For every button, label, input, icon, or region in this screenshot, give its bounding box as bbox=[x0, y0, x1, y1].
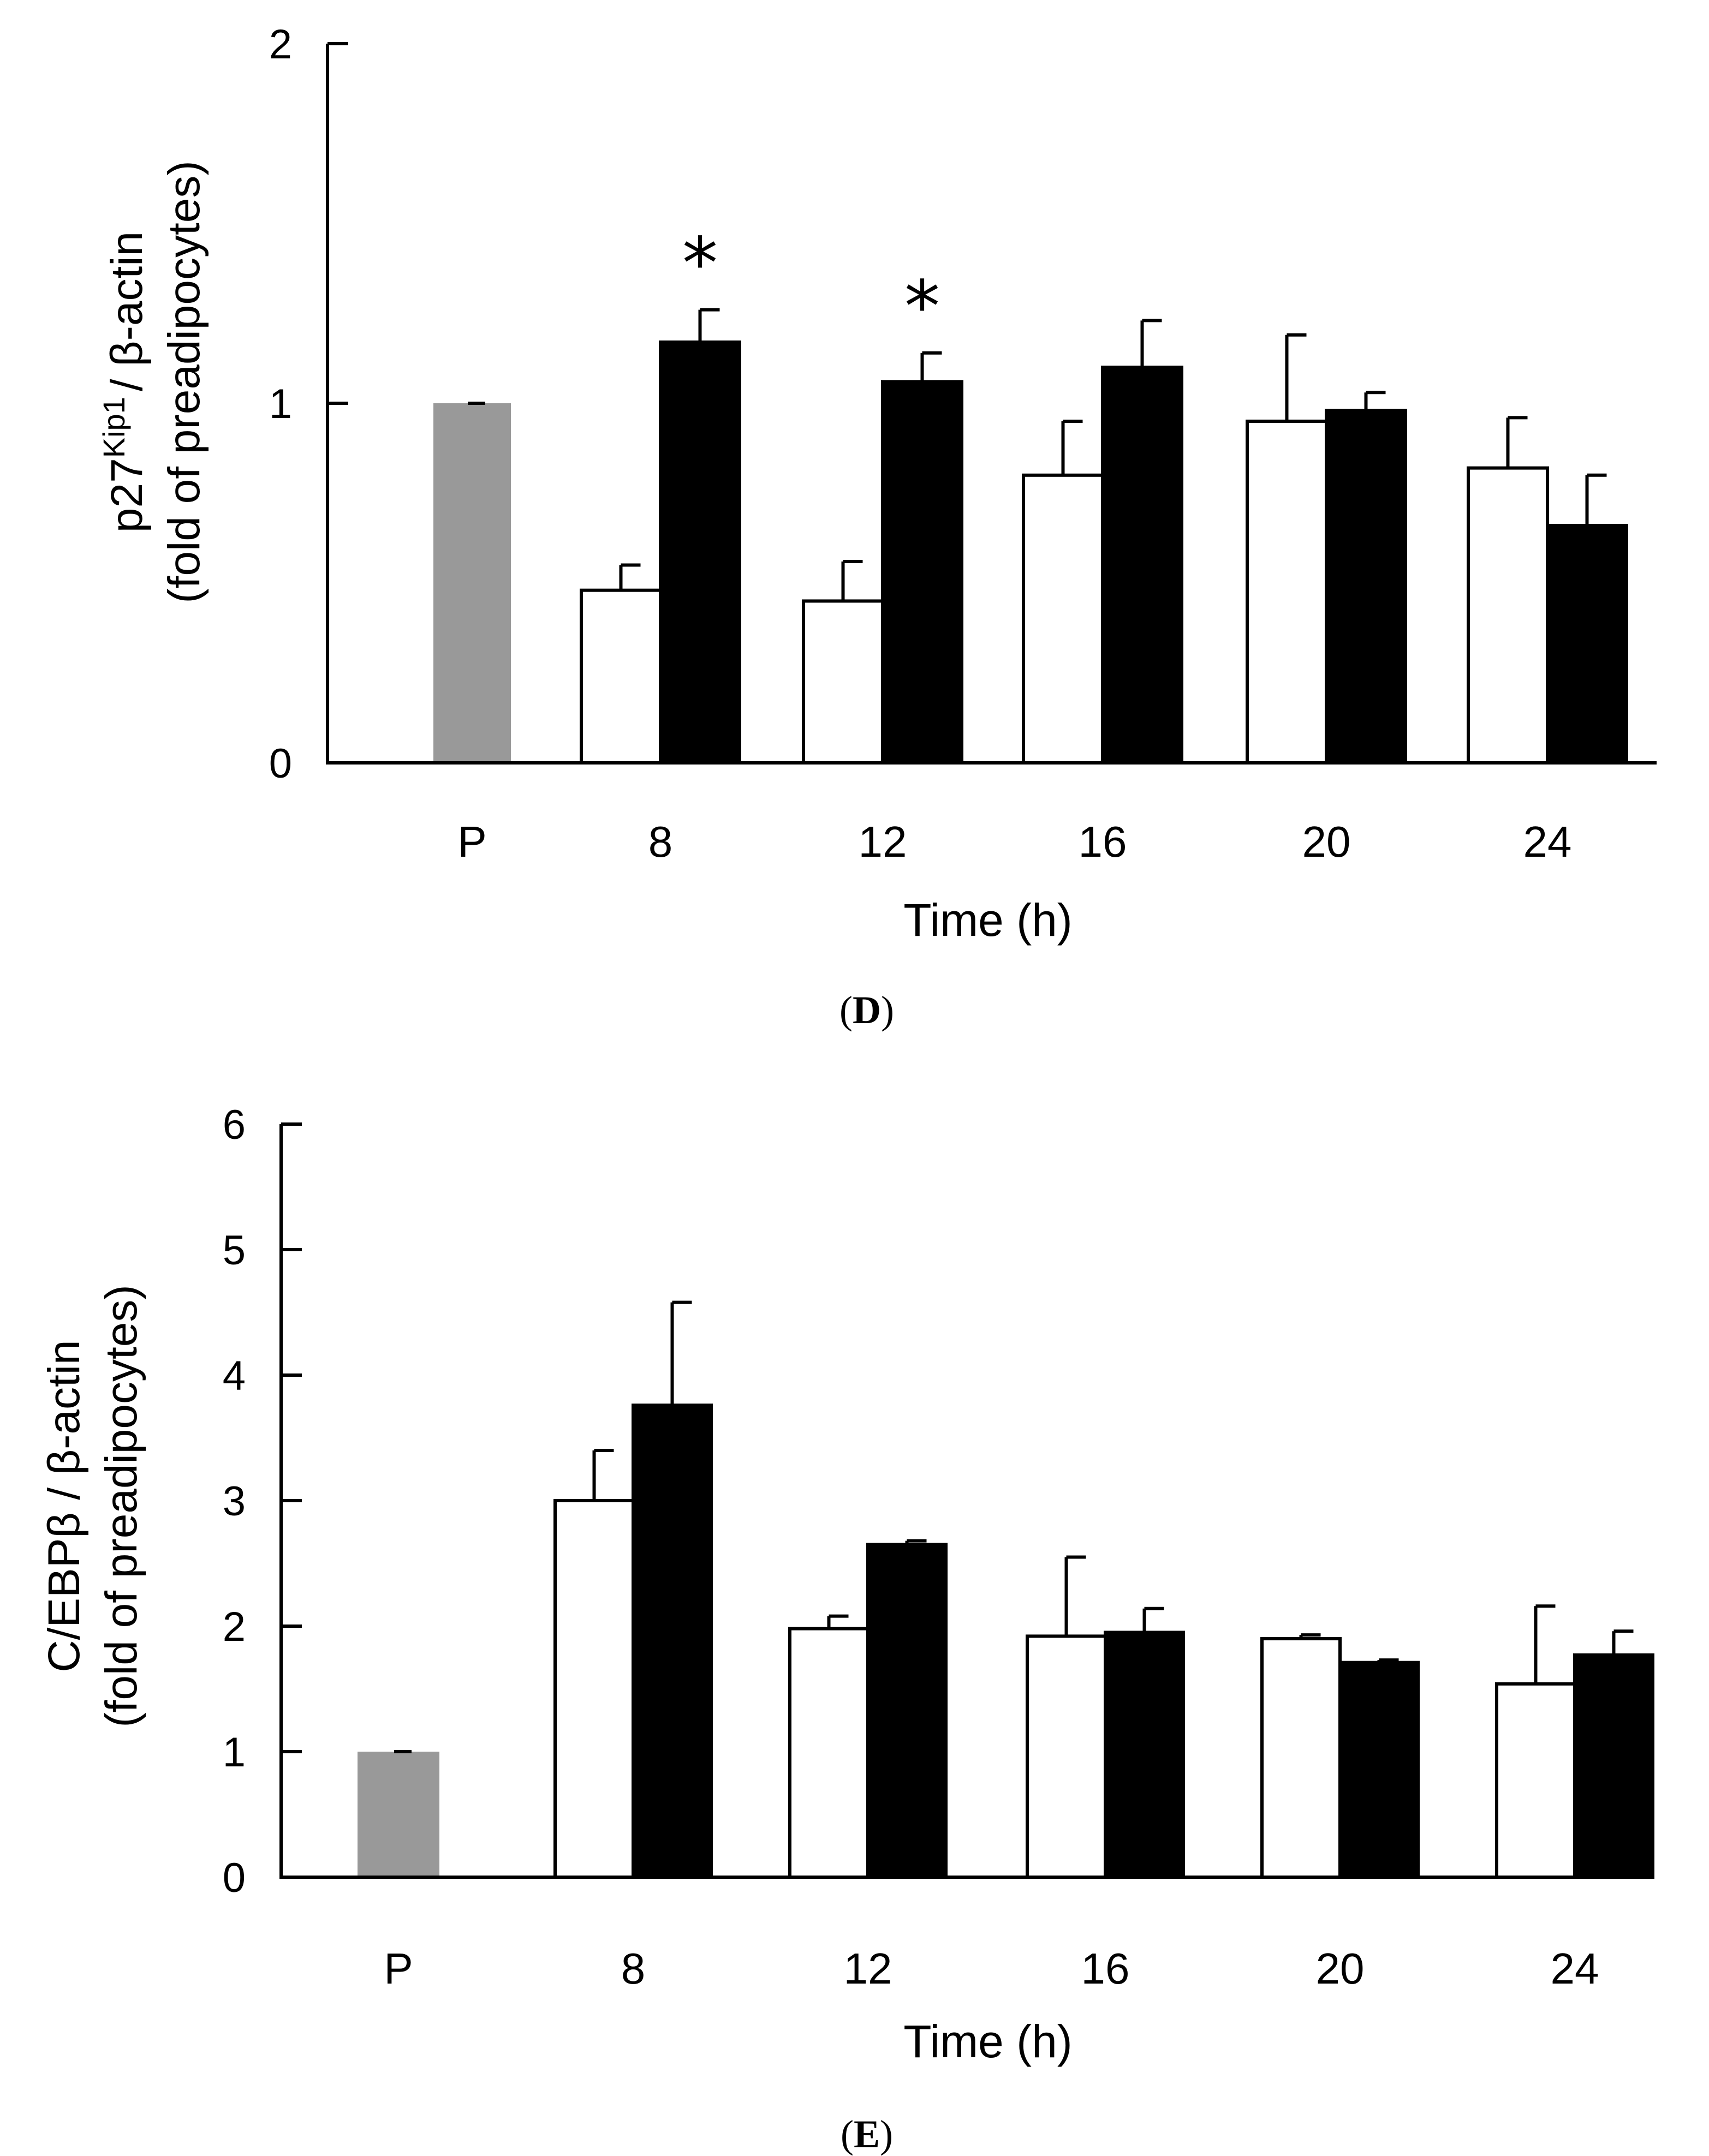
y-tick-label: 0 bbox=[223, 1855, 246, 1901]
error-bar bbox=[1506, 416, 1528, 468]
bar-open bbox=[553, 1499, 635, 1879]
bar-preadipocyte bbox=[433, 403, 511, 763]
bar-filled bbox=[1338, 1661, 1420, 1879]
bar-filled bbox=[659, 340, 741, 765]
bar-open bbox=[788, 1627, 870, 1879]
error-bar bbox=[1061, 419, 1083, 475]
error-bar bbox=[920, 351, 942, 382]
bar-open bbox=[580, 588, 662, 765]
bar-filled bbox=[881, 380, 963, 765]
axes-lines bbox=[326, 44, 1657, 765]
error-bar bbox=[1299, 1633, 1321, 1639]
bar-open bbox=[1022, 473, 1104, 765]
error-bar bbox=[1585, 473, 1607, 526]
error-bar bbox=[1142, 1606, 1164, 1633]
y-tick-label: 1 bbox=[269, 381, 292, 427]
x-tick-label: 20 bbox=[1302, 817, 1351, 866]
error-bar bbox=[698, 308, 720, 342]
y-tick-label: 6 bbox=[223, 1102, 246, 1148]
bar-open bbox=[1495, 1682, 1576, 1879]
error-bar bbox=[841, 559, 863, 601]
error-bar bbox=[1364, 391, 1386, 411]
bar-filled bbox=[1101, 366, 1183, 765]
y-ticks: 0 1 2 3 4 5 6 bbox=[223, 1102, 302, 1901]
bar-filled bbox=[1546, 524, 1628, 765]
y-tick-label: 2 bbox=[269, 21, 292, 68]
error-bar bbox=[1285, 333, 1307, 421]
error-bar bbox=[905, 1539, 927, 1545]
x-tick-label: 12 bbox=[859, 817, 907, 866]
error-bar bbox=[592, 1449, 614, 1501]
error-bar bbox=[1377, 1658, 1399, 1663]
x-tick-label: P bbox=[457, 817, 486, 866]
error-bars bbox=[468, 308, 1607, 601]
bar-filled bbox=[1573, 1653, 1654, 1879]
y-axis-title-line2: (fold of preadipocytes) bbox=[159, 160, 209, 603]
x-tick-label: 8 bbox=[621, 1944, 646, 1993]
y-axis-title-line2: (fold of preadipocytes) bbox=[97, 1285, 146, 1727]
bar-open bbox=[1026, 1634, 1107, 1879]
chart-panel-e: C/EBPβ / β-actin (fold of preadipocytes)… bbox=[39, 1102, 1654, 2156]
y-tick-label: 5 bbox=[223, 1227, 246, 1274]
y-tick-label: 3 bbox=[223, 1478, 246, 1525]
error-bar bbox=[1534, 1604, 1556, 1684]
y-ticks: 0 1 2 bbox=[269, 21, 348, 787]
panel-label-d: (D) bbox=[839, 988, 894, 1032]
bar-filled bbox=[1325, 409, 1407, 765]
x-tick-label: 24 bbox=[1523, 817, 1572, 866]
bar-filled bbox=[866, 1543, 948, 1879]
y-tick-label: 1 bbox=[223, 1729, 246, 1776]
y-axis-title-line1: C/EBPβ / β-actin bbox=[39, 1340, 89, 1672]
error-bar bbox=[1064, 1555, 1086, 1637]
bars bbox=[433, 340, 1628, 765]
x-tick-labels: P 8 12 16 20 24 bbox=[384, 1944, 1599, 1993]
error-bar bbox=[827, 1614, 849, 1629]
significance-markers: ** bbox=[682, 222, 940, 348]
bar-open bbox=[802, 599, 884, 765]
bar-filled bbox=[1104, 1631, 1185, 1879]
x-tick-label: 20 bbox=[1316, 1944, 1365, 1993]
significance-asterisk: * bbox=[904, 265, 940, 348]
y-tick-label: 2 bbox=[223, 1604, 246, 1650]
bars bbox=[358, 1404, 1654, 1879]
error-bars bbox=[394, 1300, 1634, 1753]
significance-asterisk: * bbox=[682, 222, 718, 305]
panel-label-e: (E) bbox=[841, 2112, 893, 2156]
x-tick-label: 16 bbox=[1081, 1944, 1130, 1993]
error-bar bbox=[670, 1300, 692, 1406]
y-tick-label: 4 bbox=[223, 1353, 246, 1399]
x-tick-label: 12 bbox=[844, 1944, 892, 1993]
x-tick-labels: P 8 12 16 20 24 bbox=[457, 817, 1571, 866]
x-tick-label: 24 bbox=[1551, 1944, 1599, 1993]
x-tick-label: 16 bbox=[1079, 817, 1127, 866]
x-axis-title: Time (h) bbox=[903, 894, 1073, 946]
bar-open bbox=[1246, 419, 1328, 765]
bar-preadipocyte bbox=[358, 1752, 439, 1877]
y-axis-title: C/EBPβ / β-actin (fold of preadipocytes) bbox=[39, 1285, 146, 1727]
error-bar bbox=[619, 563, 641, 590]
error-bar bbox=[1612, 1629, 1634, 1655]
x-tick-label: 8 bbox=[648, 817, 673, 866]
bar-filled bbox=[632, 1404, 713, 1879]
y-tick-label: 0 bbox=[269, 740, 292, 787]
y-axis-title-line1: p27Kip1/ β-actin bbox=[97, 231, 152, 533]
bar-open bbox=[1467, 466, 1549, 765]
error-bar bbox=[1140, 319, 1162, 368]
axes-lines bbox=[279, 1124, 1635, 1879]
x-axis-title: Time (h) bbox=[903, 2016, 1073, 2067]
chart-panel-d: p27Kip1/ β-actin (fold of preadipocytes)… bbox=[97, 21, 1657, 1032]
x-tick-label: P bbox=[384, 1944, 413, 1993]
bar-open bbox=[1260, 1637, 1342, 1879]
y-axis-title: p27Kip1/ β-actin (fold of preadipocytes) bbox=[97, 160, 209, 603]
